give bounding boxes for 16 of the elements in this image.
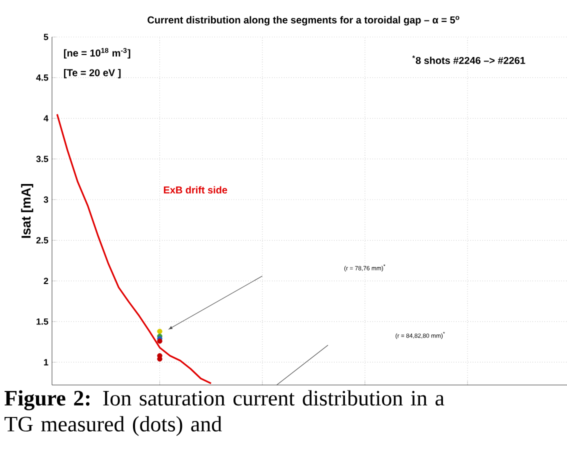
y-tick-label: 3: [44, 196, 48, 203]
annotation: [Te = 20 eV ]: [64, 68, 121, 78]
annotation: $^{*}$8 shots #2246 –> #2261: [412, 56, 526, 64]
annotation: [ne = 10$^{18}$ m$^{-3}$]: [64, 48, 130, 59]
chart-title: Current distribution along the segments for a toroidal gap – α = 5$^{o}$: [148, 16, 460, 26]
y-tick-label: 1.5: [36, 318, 48, 325]
y-tick-label: 4.5: [36, 74, 48, 81]
y-tick-label: 1: [44, 359, 48, 366]
text: Figure 2: Ion saturation current distribution in a TG measured (dots) and: [4, 390, 444, 436]
y-tick-label: 4: [44, 115, 48, 122]
y-axis-title: Isat [mA]: [21, 184, 34, 238]
y-tick-label: 2.5: [36, 237, 48, 244]
y-tick-label: 2: [44, 278, 48, 284]
y-tick-label: 5: [44, 34, 48, 40]
y-tick-label: 3.5: [36, 156, 48, 162]
text: ExB drift side: [164, 186, 228, 194]
